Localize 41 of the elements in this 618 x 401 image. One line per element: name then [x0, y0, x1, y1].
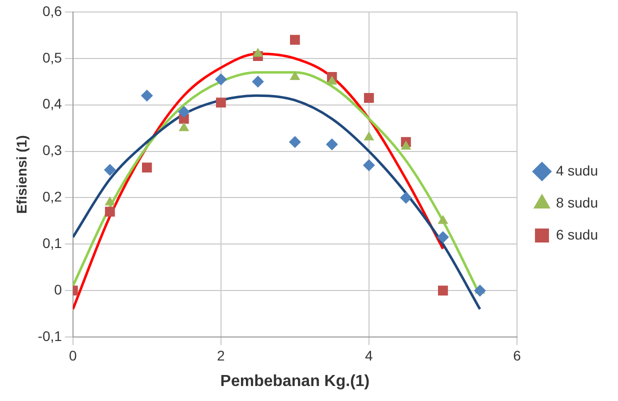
- x-axis-title: Pembebanan Kg.(1): [220, 372, 370, 390]
- point: [104, 164, 116, 176]
- legend-label: 8 sudu: [556, 194, 598, 210]
- x-tick-label: 6: [513, 347, 522, 364]
- point: [362, 159, 375, 172]
- point: [140, 90, 153, 102]
- point: [288, 136, 301, 148]
- point: [326, 138, 338, 150]
- point: [252, 48, 264, 57]
- point: [178, 122, 190, 132]
- y-tick-label: 0,1: [42, 235, 62, 251]
- point: [400, 140, 412, 150]
- legend-label: 4 sudu: [556, 162, 598, 178]
- point: [216, 98, 226, 108]
- x-tick-label: 4: [365, 347, 374, 364]
- x-tick-label: 2: [217, 347, 226, 364]
- point: [474, 284, 486, 297]
- y-tick-label: 0,2: [42, 188, 62, 205]
- point: [436, 231, 449, 244]
- y-tick-label: 0,5: [42, 49, 62, 66]
- y-tick-label: 0,3: [42, 142, 62, 158]
- point: [104, 206, 115, 217]
- point: [214, 73, 227, 86]
- point: [438, 286, 448, 296]
- point: [400, 192, 412, 204]
- legend-label: 6 sudu: [556, 226, 598, 242]
- point: [142, 162, 152, 172]
- point: [364, 131, 374, 140]
- point: [326, 76, 338, 85]
- y-tick-label: 0,4: [42, 96, 62, 112]
- point: [178, 106, 190, 118]
- point: [290, 34, 300, 45]
- point: [364, 92, 374, 103]
- point: [252, 76, 264, 88]
- point: [290, 71, 300, 80]
- y-axis-title: Efisiensi (1): [13, 135, 30, 214]
- y-tick-label: -0,1: [38, 328, 62, 344]
- line-series: [72, 94, 482, 310]
- y-tick-label: 0: [54, 281, 62, 298]
- y-tick-label: 0,6: [42, 2, 62, 19]
- x-tick-label: 0: [69, 347, 78, 364]
